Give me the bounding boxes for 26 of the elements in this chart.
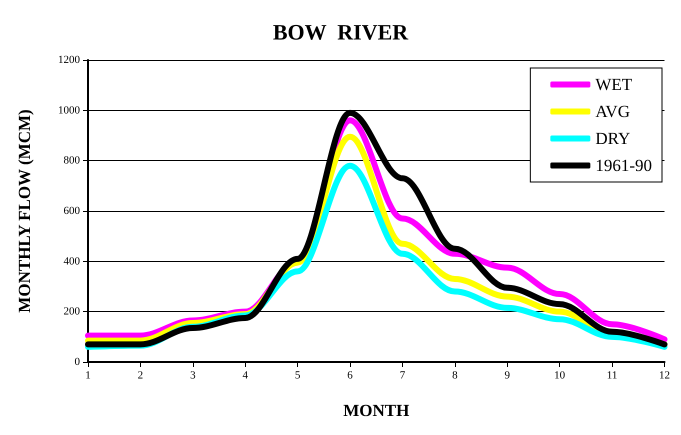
x-tick-label: 9 (504, 370, 511, 382)
y-tick-label: 1000 (58, 104, 80, 116)
x-tick-label: 10 (554, 370, 566, 382)
x-tick-label: 12 (659, 370, 670, 382)
y-tick-label: 200 (64, 306, 80, 318)
x-tick-label: 8 (452, 370, 458, 382)
x-tick-label: 5 (294, 370, 301, 382)
x-tick-label: 11 (606, 370, 618, 382)
x-tick-label: 2 (138, 370, 144, 382)
x-tick-label: 4 (242, 370, 248, 382)
x-tick-label: 1 (85, 370, 91, 382)
y-tick-label: 600 (64, 205, 80, 217)
chart-title: BOW RIVER (272, 20, 410, 44)
y-axis-title: MONTHLY FLOW (MCM) (15, 109, 34, 313)
legend-label: DRY (595, 129, 630, 148)
x-tick-label: 3 (190, 370, 196, 382)
legend-label: AVG (595, 102, 630, 121)
y-tick-label: 0 (74, 356, 80, 368)
x-axis-title: MONTH (343, 401, 410, 420)
y-tick-label: 400 (64, 255, 80, 268)
legend-label: WET (595, 75, 633, 94)
legend-label: 1961-90 (595, 156, 652, 175)
x-tick-label: 6 (347, 370, 354, 382)
y-tick-label: 800 (64, 154, 80, 167)
y-tick-label: 1200 (58, 54, 80, 66)
x-tick-label: 7 (400, 370, 406, 382)
